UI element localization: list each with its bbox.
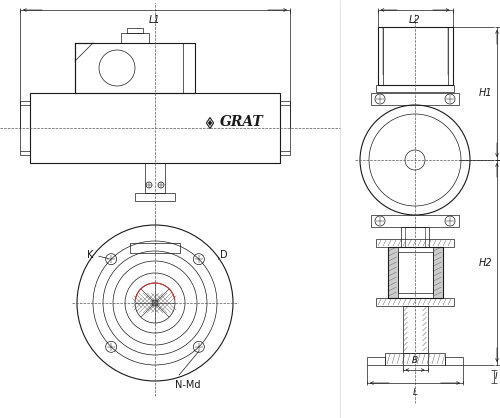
Bar (401, 227, 429, 247)
Text: K: K (87, 250, 108, 260)
Bar (382, 27, 448, 85)
Bar (121, 33, 149, 43)
Bar (402, 306, 427, 353)
Bar (376, 298, 454, 306)
Text: H2: H2 (478, 257, 492, 268)
Bar (20, 101, 30, 155)
Bar (398, 252, 432, 293)
Bar (376, 85, 454, 92)
Bar (367, 357, 385, 365)
Text: N-Md: N-Md (175, 351, 201, 390)
Bar (405, 227, 425, 247)
Text: L2: L2 (409, 15, 421, 25)
Text: B: B (412, 356, 418, 365)
Bar (130, 243, 180, 253)
Bar (378, 27, 452, 85)
Bar (371, 215, 459, 227)
Text: L: L (412, 388, 418, 397)
Text: D: D (218, 250, 228, 260)
Text: GRAT: GRAT (220, 115, 264, 129)
Polygon shape (208, 120, 212, 125)
Text: I: I (495, 372, 498, 381)
Bar (445, 357, 463, 365)
Bar (388, 247, 442, 298)
Bar (145, 163, 165, 193)
Text: L1: L1 (149, 15, 161, 25)
Bar (376, 239, 454, 247)
Bar (30, 93, 280, 163)
Bar (385, 353, 445, 365)
Text: H1: H1 (478, 89, 492, 99)
Bar (371, 93, 459, 105)
Bar (432, 247, 442, 298)
Bar (75, 43, 195, 93)
Bar (135, 193, 175, 201)
Bar (127, 28, 143, 33)
Bar (388, 247, 398, 298)
Bar (280, 101, 290, 155)
